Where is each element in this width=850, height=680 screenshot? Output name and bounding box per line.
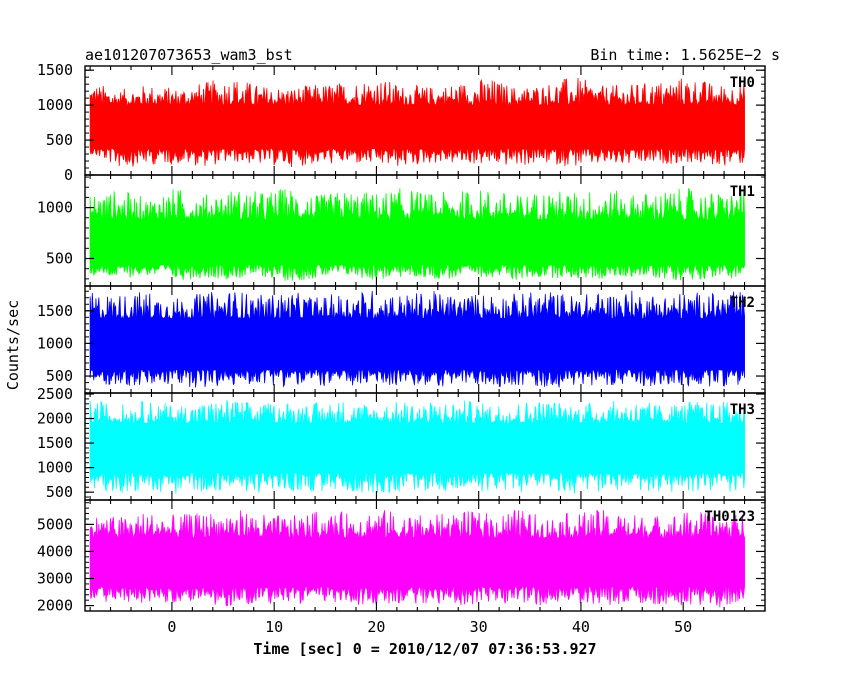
series-band-th3: [90, 423, 745, 473]
x-tick-label-10: 10: [265, 618, 283, 636]
series-band-th2: [90, 318, 745, 370]
panel-label-th3: TH3: [730, 402, 755, 418]
x-tick-label-30: 30: [470, 618, 488, 636]
x-tick-label-50: 50: [674, 618, 692, 636]
series-th1: [89, 187, 745, 281]
y-tick-label-th0-0: 0: [64, 166, 73, 184]
series-th3: [89, 399, 745, 494]
panel-frame-th0123: [84, 499, 766, 612]
y-tick-label-th0-1000: 1000: [37, 96, 73, 114]
y-axis-label: Counts/sec: [4, 300, 22, 390]
y-tick-label-th2-500: 500: [46, 367, 73, 385]
y-tick-label-th1-500: 500: [46, 250, 73, 268]
series-th0: [89, 77, 745, 168]
x-tick-label-40: 40: [572, 618, 590, 636]
panel-label-th0123: TH0123: [704, 509, 755, 525]
y-tick-label-th3-1000: 1000: [37, 459, 73, 477]
y-tick-label-th0-1500: 1500: [37, 61, 73, 79]
y-tick-label-th1-1000: 1000: [37, 199, 73, 217]
x-tick-label-20: 20: [367, 618, 385, 636]
y-tick-label-th3-500: 500: [46, 483, 73, 501]
series-th2: [89, 290, 745, 388]
y-tick-label-th3-2500: 2500: [37, 385, 73, 403]
x-axis-label: Time [sec] 0 = 2010/12/07 07:36:53.927: [253, 640, 596, 658]
series-band-th0: [90, 105, 745, 149]
y-tick-label-th3-1500: 1500: [37, 434, 73, 452]
y-tick-label-th0123-3000: 3000: [37, 570, 73, 588]
series-band-th1: [90, 219, 745, 265]
panel-label-th1: TH1: [730, 184, 755, 200]
panel-label-th2: TH2: [730, 295, 755, 311]
series-th0123: [89, 509, 745, 608]
y-tick-label-th0123-2000: 2000: [37, 597, 73, 615]
bin-time-label: Bin time: 1.5625E−2 s: [590, 46, 780, 64]
chart-title: ae101207073653_wam3_bst: [85, 46, 293, 64]
panel-label-th0: TH0: [730, 75, 755, 91]
y-tick-label-th2-1500: 1500: [37, 302, 73, 320]
x-tick-label-0: 0: [167, 618, 176, 636]
y-tick-label-th3-2000: 2000: [37, 410, 73, 428]
y-tick-label-th0123-4000: 4000: [37, 542, 73, 560]
series-band-th0123: [90, 537, 745, 587]
y-tick-label-th2-1000: 1000: [37, 334, 73, 352]
y-tick-label-th0-500: 500: [46, 131, 73, 149]
y-tick-label-th0123-5000: 5000: [37, 515, 73, 533]
